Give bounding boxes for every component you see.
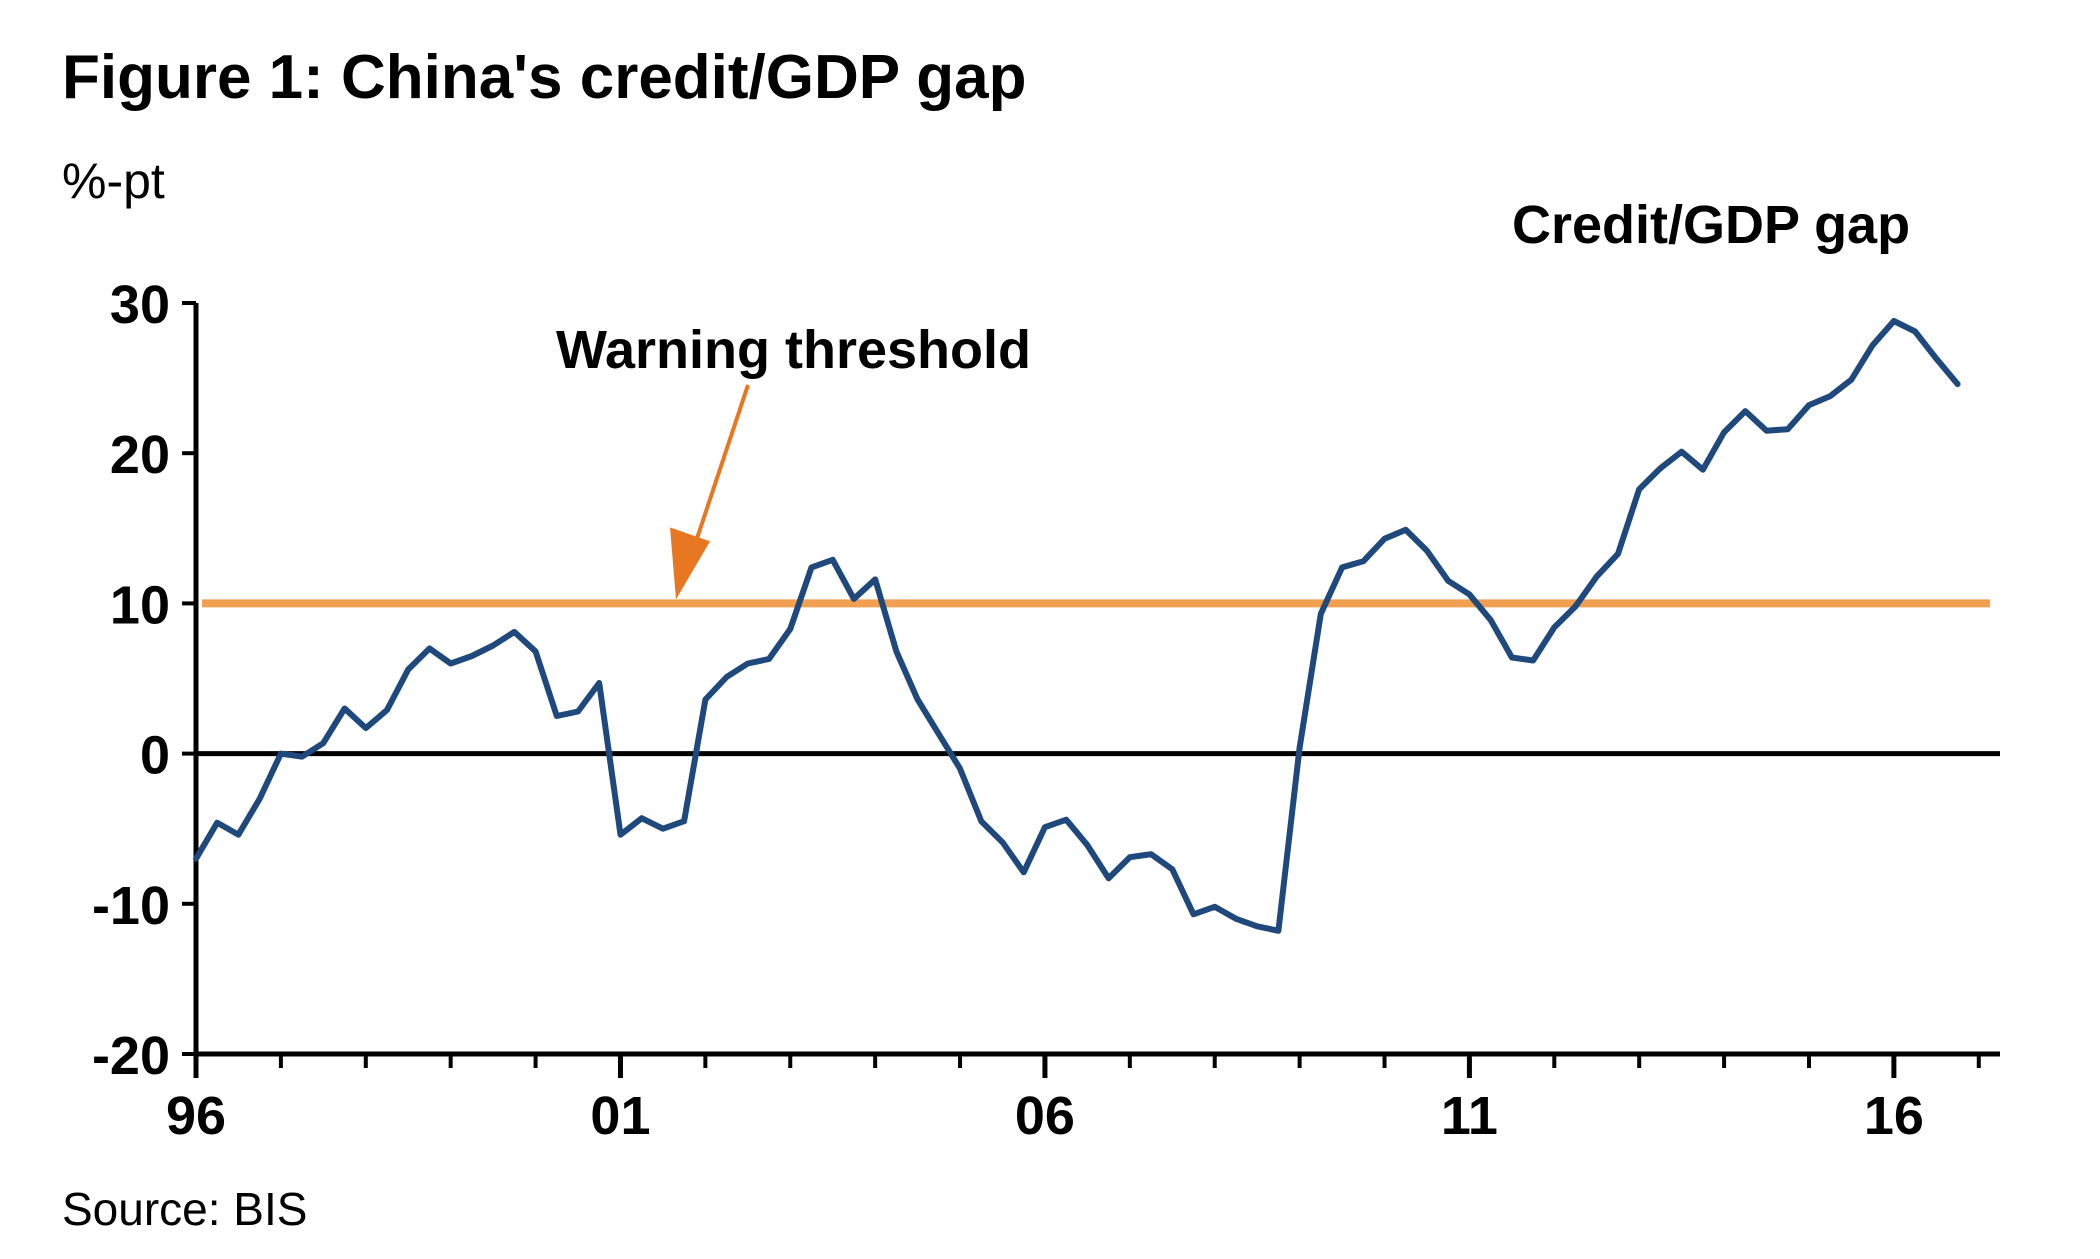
x-tick-label: 01 [590,1086,650,1146]
y-tick-label: 20 [110,425,170,485]
y-tick-label: 30 [110,275,170,335]
threshold-label: Warning threshold [556,320,1031,380]
warning-arrow-head [670,527,710,600]
x-tick-label: 11 [1441,1086,1498,1146]
y-tick-label: -20 [92,1026,170,1086]
x-tick-label: 96 [166,1086,226,1146]
credit-gdp-gap-line [193,318,1961,934]
x-tick-label: 06 [1015,1086,1075,1146]
y-tick-label: 10 [110,575,170,635]
y-axis-unit-label: %-pt [62,153,165,209]
plot-area: -20 -10 0 10 20 30 96 01 06 11 16 [92,275,2000,1146]
chart-title: Figure 1: China's credit/GDP gap [62,43,1026,112]
series-label: Credit/GDP gap [1512,195,1910,255]
source-label: Source: BIS [62,1183,307,1235]
x-tick-label: 16 [1864,1086,1924,1146]
y-tick-label: -10 [92,876,170,936]
warning-arrow-shaft [688,384,750,561]
y-tick-label: 0 [140,726,170,786]
